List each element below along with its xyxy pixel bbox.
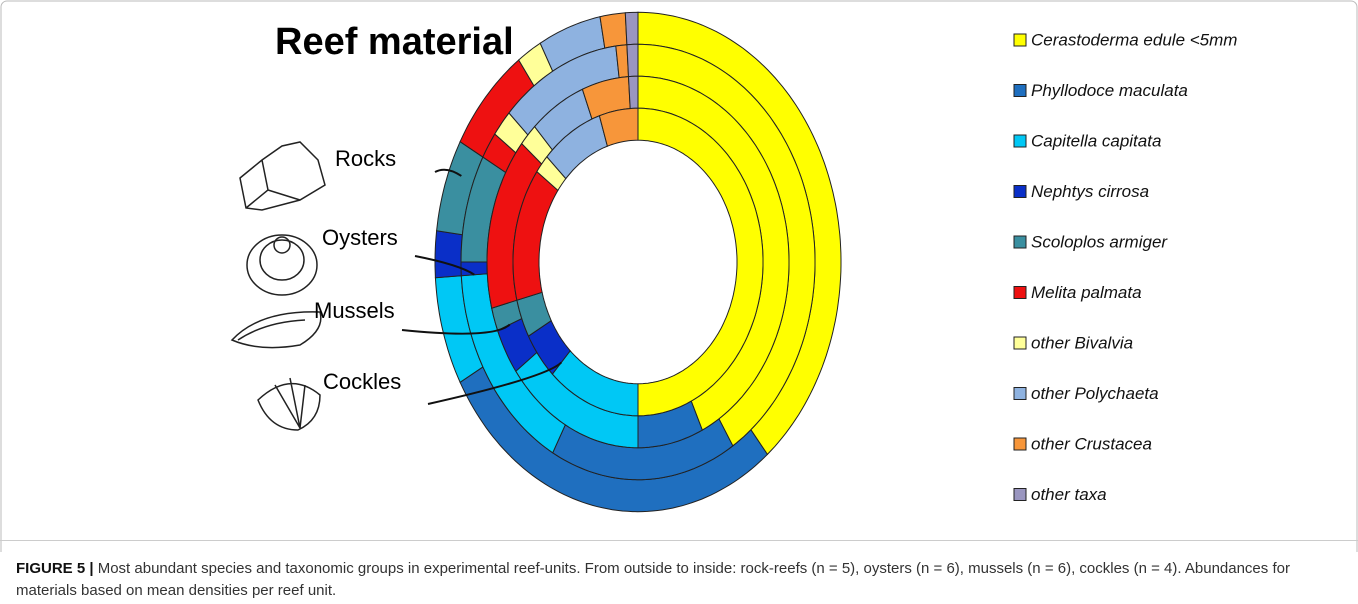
- legend-swatch: [1014, 34, 1026, 46]
- ring-segment: [435, 231, 462, 278]
- caption-text: Most abundant species and taxonomic grou…: [16, 560, 1290, 599]
- legend-label: Phyllodoce maculata: [1031, 81, 1188, 100]
- legend-swatch: [1014, 236, 1026, 248]
- legend-label: Cerastoderma edule <5mm: [1031, 30, 1237, 49]
- legend-label: other Polychaeta: [1031, 384, 1159, 403]
- ring-label: Oysters: [322, 225, 398, 250]
- legend-label: Nephtys cirrosa: [1031, 182, 1149, 201]
- legend-swatch: [1014, 85, 1026, 97]
- legend-label: Capitella capitata: [1031, 131, 1161, 150]
- ring-segment: [627, 44, 638, 76]
- legend-label: Scoloplos armiger: [1031, 232, 1168, 251]
- legend-label: other Bivalvia: [1031, 333, 1133, 352]
- legend-label: Melita palmata: [1031, 283, 1142, 302]
- ring-segment: [600, 13, 627, 48]
- legend-swatch: [1014, 186, 1026, 198]
- legend-swatch: [1014, 337, 1026, 349]
- chart: Reef material Rocks Oysters Mussels Cockles…: [0, 0, 1358, 552]
- legend-swatch: [1014, 388, 1026, 400]
- legend-swatch: [1014, 287, 1026, 299]
- legend-swatch: [1014, 135, 1026, 147]
- figure: Reef material Rocks Oysters Mussels Cockles…: [0, 0, 1358, 604]
- ring-label: Cockles: [323, 369, 401, 394]
- legend-label: other taxa: [1031, 485, 1107, 504]
- separator: [0, 540, 1358, 541]
- shell-icons: [232, 142, 325, 430]
- ring-label: Mussels: [314, 298, 395, 323]
- ring-segment: [629, 76, 639, 108]
- legend-swatch: [1014, 438, 1026, 450]
- ring-label: Rocks: [335, 146, 396, 171]
- legend-swatch: [1014, 489, 1026, 501]
- legend-label: other Crustacea: [1031, 434, 1152, 453]
- chart-title: Reef material: [275, 21, 514, 63]
- caption: FIGURE 5 | Most abundant species and tax…: [16, 558, 1336, 602]
- ring-segment: [625, 12, 638, 44]
- caption-label: FIGURE 5 |: [16, 560, 94, 577]
